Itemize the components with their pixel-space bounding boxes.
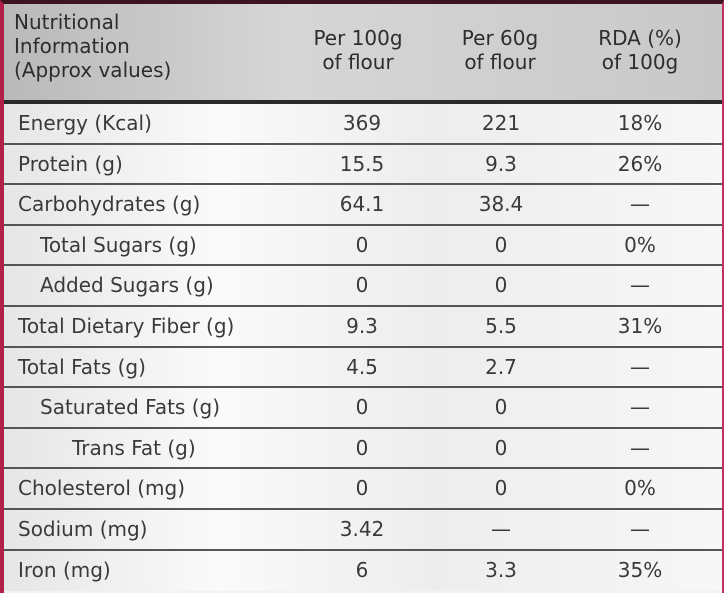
table-body: Energy (Kcal) 369 221 18% Protein (g) 15.5 9.3… bbox=[4, 104, 722, 593]
row-label: Added Sugars (g) bbox=[40, 273, 214, 298]
row-label: Cholesterol (mg) bbox=[18, 476, 186, 501]
value-per-60g: 0 bbox=[494, 232, 508, 257]
table-row: Total Dietary Fiber (g) 9.3 5.5 31% bbox=[4, 306, 722, 348]
table-row: Total Sugars (g) 0 0 0% bbox=[4, 225, 722, 267]
value-per-60g: — bbox=[491, 516, 511, 541]
row-label: Total Dietary Fiber (g) bbox=[18, 313, 235, 338]
row-label: Iron (mg) bbox=[18, 557, 111, 582]
header-per-60g: Per 60g of flour bbox=[430, 26, 570, 74]
value-per-100g: 0 bbox=[355, 435, 369, 460]
value-per-100g: 0 bbox=[355, 476, 369, 501]
header-title-line: Information bbox=[14, 34, 130, 58]
value-per-100g: 15.5 bbox=[339, 151, 385, 176]
value-per-60g: 0 bbox=[494, 435, 508, 460]
row-label: Total Sugars (g) bbox=[40, 232, 197, 257]
row-label: Total Fats (g) bbox=[18, 354, 146, 379]
header-per-100g: Per 100g of flour bbox=[288, 26, 428, 74]
table-row: Added Sugars (g) 0 0 — bbox=[4, 266, 722, 307]
row-label: Trans Fat (g) bbox=[72, 435, 196, 460]
value-per-100g: 369 bbox=[342, 111, 382, 135]
value-rda: — bbox=[630, 395, 650, 420]
value-rda: — bbox=[630, 516, 650, 541]
table-header: Nutritional Information (Approx values) … bbox=[4, 4, 722, 104]
header-rda: RDA (%) of 100g bbox=[570, 26, 710, 74]
value-rda: 31% bbox=[617, 313, 663, 338]
value-per-60g: 0 bbox=[494, 273, 508, 298]
table-row: Carbohydrates (g) 64.1 38.4 — bbox=[4, 185, 722, 226]
header-title: Nutritional Information (Approx values) bbox=[14, 10, 171, 82]
header-line: RDA (%) bbox=[598, 26, 682, 50]
header-line: of flour bbox=[464, 50, 536, 74]
value-per-100g: 0 bbox=[355, 395, 369, 420]
value-per-60g: 5.5 bbox=[485, 313, 517, 338]
value-per-100g: 6 bbox=[355, 557, 369, 582]
value-per-60g: 0 bbox=[494, 395, 508, 420]
value-rda: — bbox=[630, 192, 650, 217]
value-rda: 0% bbox=[624, 232, 656, 257]
value-rda: 18% bbox=[617, 111, 663, 135]
value-per-60g: 3.3 bbox=[485, 557, 517, 582]
value-per-60g: 38.4 bbox=[478, 192, 524, 217]
value-per-100g: 3.42 bbox=[339, 516, 385, 541]
value-rda: — bbox=[630, 273, 650, 298]
row-label: Protein (g) bbox=[18, 151, 123, 176]
value-rda: — bbox=[630, 435, 650, 460]
row-label: Sodium (mg) bbox=[18, 516, 148, 541]
value-rda: 26% bbox=[617, 151, 663, 176]
table-row: Energy (Kcal) 369 221 18% bbox=[4, 104, 722, 145]
value-per-100g: 0 bbox=[355, 232, 369, 257]
header-line: of 100g bbox=[601, 50, 679, 74]
table-row: Saturated Fats (g) 0 0 — bbox=[4, 388, 722, 429]
table-row: Total Fats (g) 4.5 2.7 — bbox=[4, 347, 722, 389]
table-row: Trans Fat (g) 0 0 — bbox=[4, 428, 722, 470]
header-title-line: (Approx values) bbox=[14, 58, 172, 82]
value-rda: 0% bbox=[624, 476, 656, 501]
header-line: of flour bbox=[322, 50, 394, 74]
table-row: Iron (mg) 6 3.3 35% bbox=[4, 550, 722, 592]
value-per-60g: 221 bbox=[481, 111, 521, 135]
value-rda: — bbox=[630, 354, 650, 379]
value-per-100g: 0 bbox=[355, 273, 369, 298]
value-per-60g: 9.3 bbox=[485, 151, 517, 176]
table-row: Sodium (mg) 3.42 — — bbox=[4, 509, 722, 551]
table-row: Protein (g) 15.5 9.3 26% bbox=[4, 144, 722, 186]
value-per-100g: 64.1 bbox=[339, 192, 385, 217]
header-title-line: Nutritional bbox=[14, 10, 120, 34]
header-line: Per 100g bbox=[313, 26, 403, 50]
value-per-100g: 9.3 bbox=[346, 313, 378, 338]
value-per-60g: 2.7 bbox=[485, 354, 517, 379]
row-label: Saturated Fats (g) bbox=[40, 395, 220, 420]
row-label: Energy (Kcal) bbox=[18, 111, 152, 135]
value-rda: 35% bbox=[617, 557, 663, 582]
value-per-60g: 0 bbox=[494, 476, 508, 501]
header-line: Per 60g bbox=[461, 26, 539, 50]
table-row: Cholesterol (mg) 0 0 0% bbox=[4, 469, 722, 510]
value-per-100g: 4.5 bbox=[346, 354, 378, 379]
row-label: Carbohydrates (g) bbox=[18, 192, 201, 217]
